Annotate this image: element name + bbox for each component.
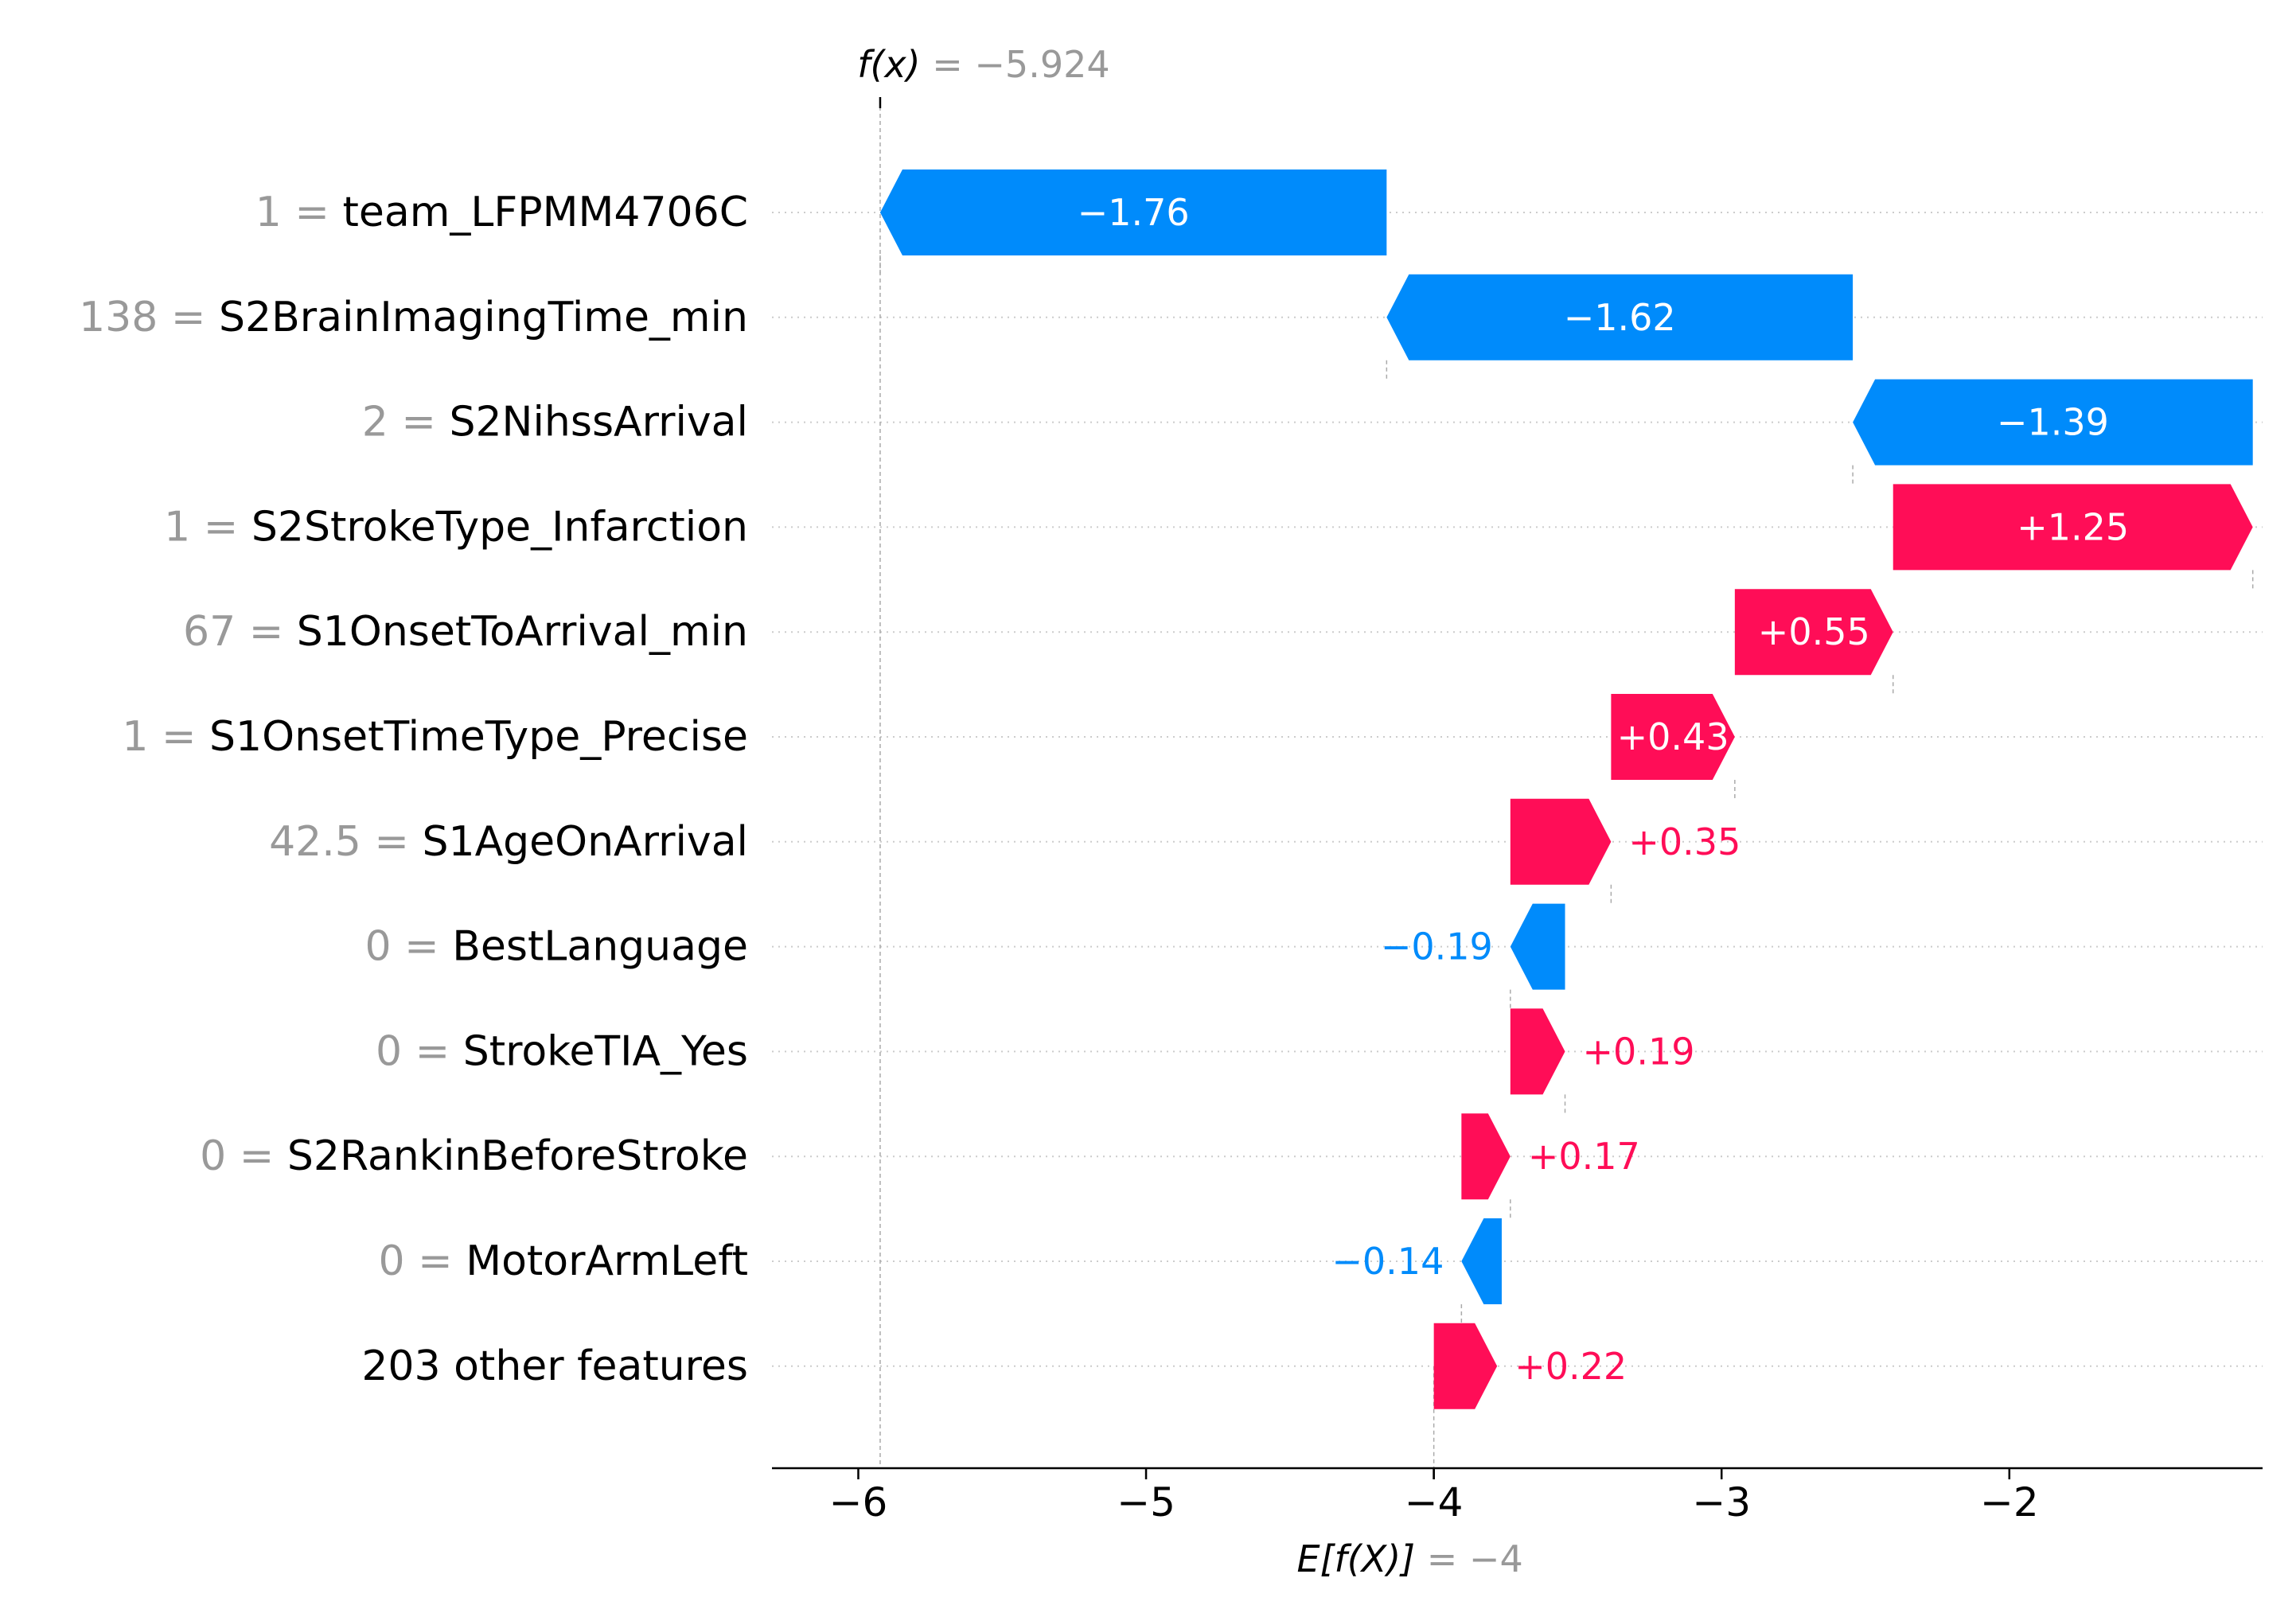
shap-value-label: +0.55: [1758, 610, 1870, 653]
feature-value: 0 =: [365, 923, 453, 971]
positive-bar: [1461, 1113, 1511, 1200]
feature-label: 203 other features: [361, 1342, 748, 1390]
negative-bar: [1386, 274, 1854, 360]
shap-value-label: +0.22: [1514, 1345, 1627, 1388]
negative-bar: [1510, 903, 1565, 990]
positive-bar: [1893, 484, 2253, 571]
shap-value-label: +0.43: [1617, 715, 1729, 758]
feature-label: 0 = MotorArmLeft: [378, 1237, 748, 1285]
feature-name: S1OnsetTimeType_Precise: [209, 713, 748, 761]
shap-value-label: −0.19: [1381, 925, 1493, 968]
fx-annotation: f(x) = −5.924: [857, 43, 1110, 108]
shap-value-label: +0.35: [1628, 820, 1741, 863]
negative-bar: [1853, 379, 2253, 466]
contribution-bars: −1.76 −1.62 −1.39 +1.25 +0.55 +0.43 +0.35 −0.19…: [879, 169, 2253, 1409]
feature-label: 1 = S1OnsetTimeType_Precise: [122, 713, 748, 761]
x-tick-label: −2: [1980, 1479, 2039, 1525]
feature-name: S1OnsetToArrival_min: [297, 608, 748, 656]
feature-name: S2StrokeType_Infarction: [251, 503, 748, 551]
feature-name: StrokeTIA_Yes: [463, 1027, 748, 1075]
x-tick-label: −5: [1117, 1479, 1175, 1525]
feature-value: 1 =: [255, 189, 343, 236]
feature-value: 1 =: [164, 503, 251, 551]
feature-label: 0 = BestLanguage: [365, 923, 749, 971]
feature-label: 0 = StrokeTIA_Yes: [376, 1027, 748, 1075]
feature-name: S2BrainImagingTime_min: [219, 294, 748, 341]
negative-bar: [879, 169, 1387, 255]
feature-label: 2 = S2NihssArrival: [362, 399, 748, 446]
shap-value-label: −1.62: [1564, 296, 1676, 339]
positive-bar: [1734, 589, 1893, 676]
x-axis: −6 −5 −4 −3 −2: [772, 1467, 2263, 1525]
positive-bar: [1611, 694, 1735, 780]
fx-label-value: = −5.924: [921, 43, 1110, 86]
feature-name: BestLanguage: [452, 923, 748, 971]
positive-bar: [1510, 798, 1612, 885]
positive-bar: [1433, 1323, 1498, 1409]
shap-value-label: +1.25: [2017, 505, 2129, 548]
feature-value: 2 =: [362, 399, 450, 446]
shap-value-label: −1.39: [1997, 401, 2109, 444]
negative-bar: [1461, 1218, 1502, 1304]
ex-label-prefix: E[f(X)]: [1297, 1537, 1416, 1580]
feature-label: 42.5 = S1AgeOnArrival: [269, 818, 748, 866]
feature-label: 1 = team_LFPMM4706C: [255, 189, 748, 236]
shap-value-label: −1.76: [1078, 191, 1190, 234]
ex-annotation: E[f(X)] = −4: [1297, 1468, 1523, 1580]
feature-name: 203 other features: [361, 1342, 748, 1390]
feature-value: 138 =: [79, 294, 219, 341]
shap-value-label: +0.19: [1583, 1030, 1695, 1073]
positive-bar: [1510, 1008, 1565, 1095]
feature-name: S2NihssArrival: [449, 399, 748, 446]
x-tick-label: −3: [1692, 1479, 1751, 1525]
x-tick-label: −6: [829, 1479, 888, 1525]
feature-value: 1 =: [122, 713, 209, 761]
feature-name: S1AgeOnArrival: [423, 818, 749, 866]
shap-value-label: −0.14: [1331, 1240, 1444, 1283]
fx-label-prefix: f(x): [857, 43, 920, 86]
feature-labels: 1 = team_LFPMM4706C 138 = S2BrainImagingT…: [79, 189, 748, 1390]
ex-label: E[f(X)] = −4: [1297, 1537, 1523, 1580]
feature-value: 0 =: [200, 1132, 287, 1180]
shap-value-label: +0.17: [1528, 1135, 1640, 1178]
feature-value: 0 =: [378, 1237, 466, 1285]
feature-name: team_LFPMM4706C: [342, 189, 748, 236]
feature-label: 0 = S2RankinBeforeStroke: [200, 1132, 748, 1180]
x-tick-label: −4: [1405, 1479, 1464, 1525]
feature-value: 42.5 =: [269, 818, 422, 866]
fx-label: f(x) = −5.924: [857, 43, 1109, 86]
feature-value: 0 =: [376, 1027, 463, 1075]
feature-label: 67 = S1OnsetToArrival_min: [183, 608, 748, 656]
feature-label: 138 = S2BrainImagingTime_min: [79, 294, 748, 341]
feature-name: MotorArmLeft: [466, 1237, 748, 1285]
feature-name: S2RankinBeforeStroke: [287, 1132, 748, 1180]
ex-label-value: = −4: [1415, 1537, 1523, 1580]
feature-value: 67 =: [183, 608, 297, 656]
feature-label: 1 = S2StrokeType_Infarction: [164, 503, 748, 551]
